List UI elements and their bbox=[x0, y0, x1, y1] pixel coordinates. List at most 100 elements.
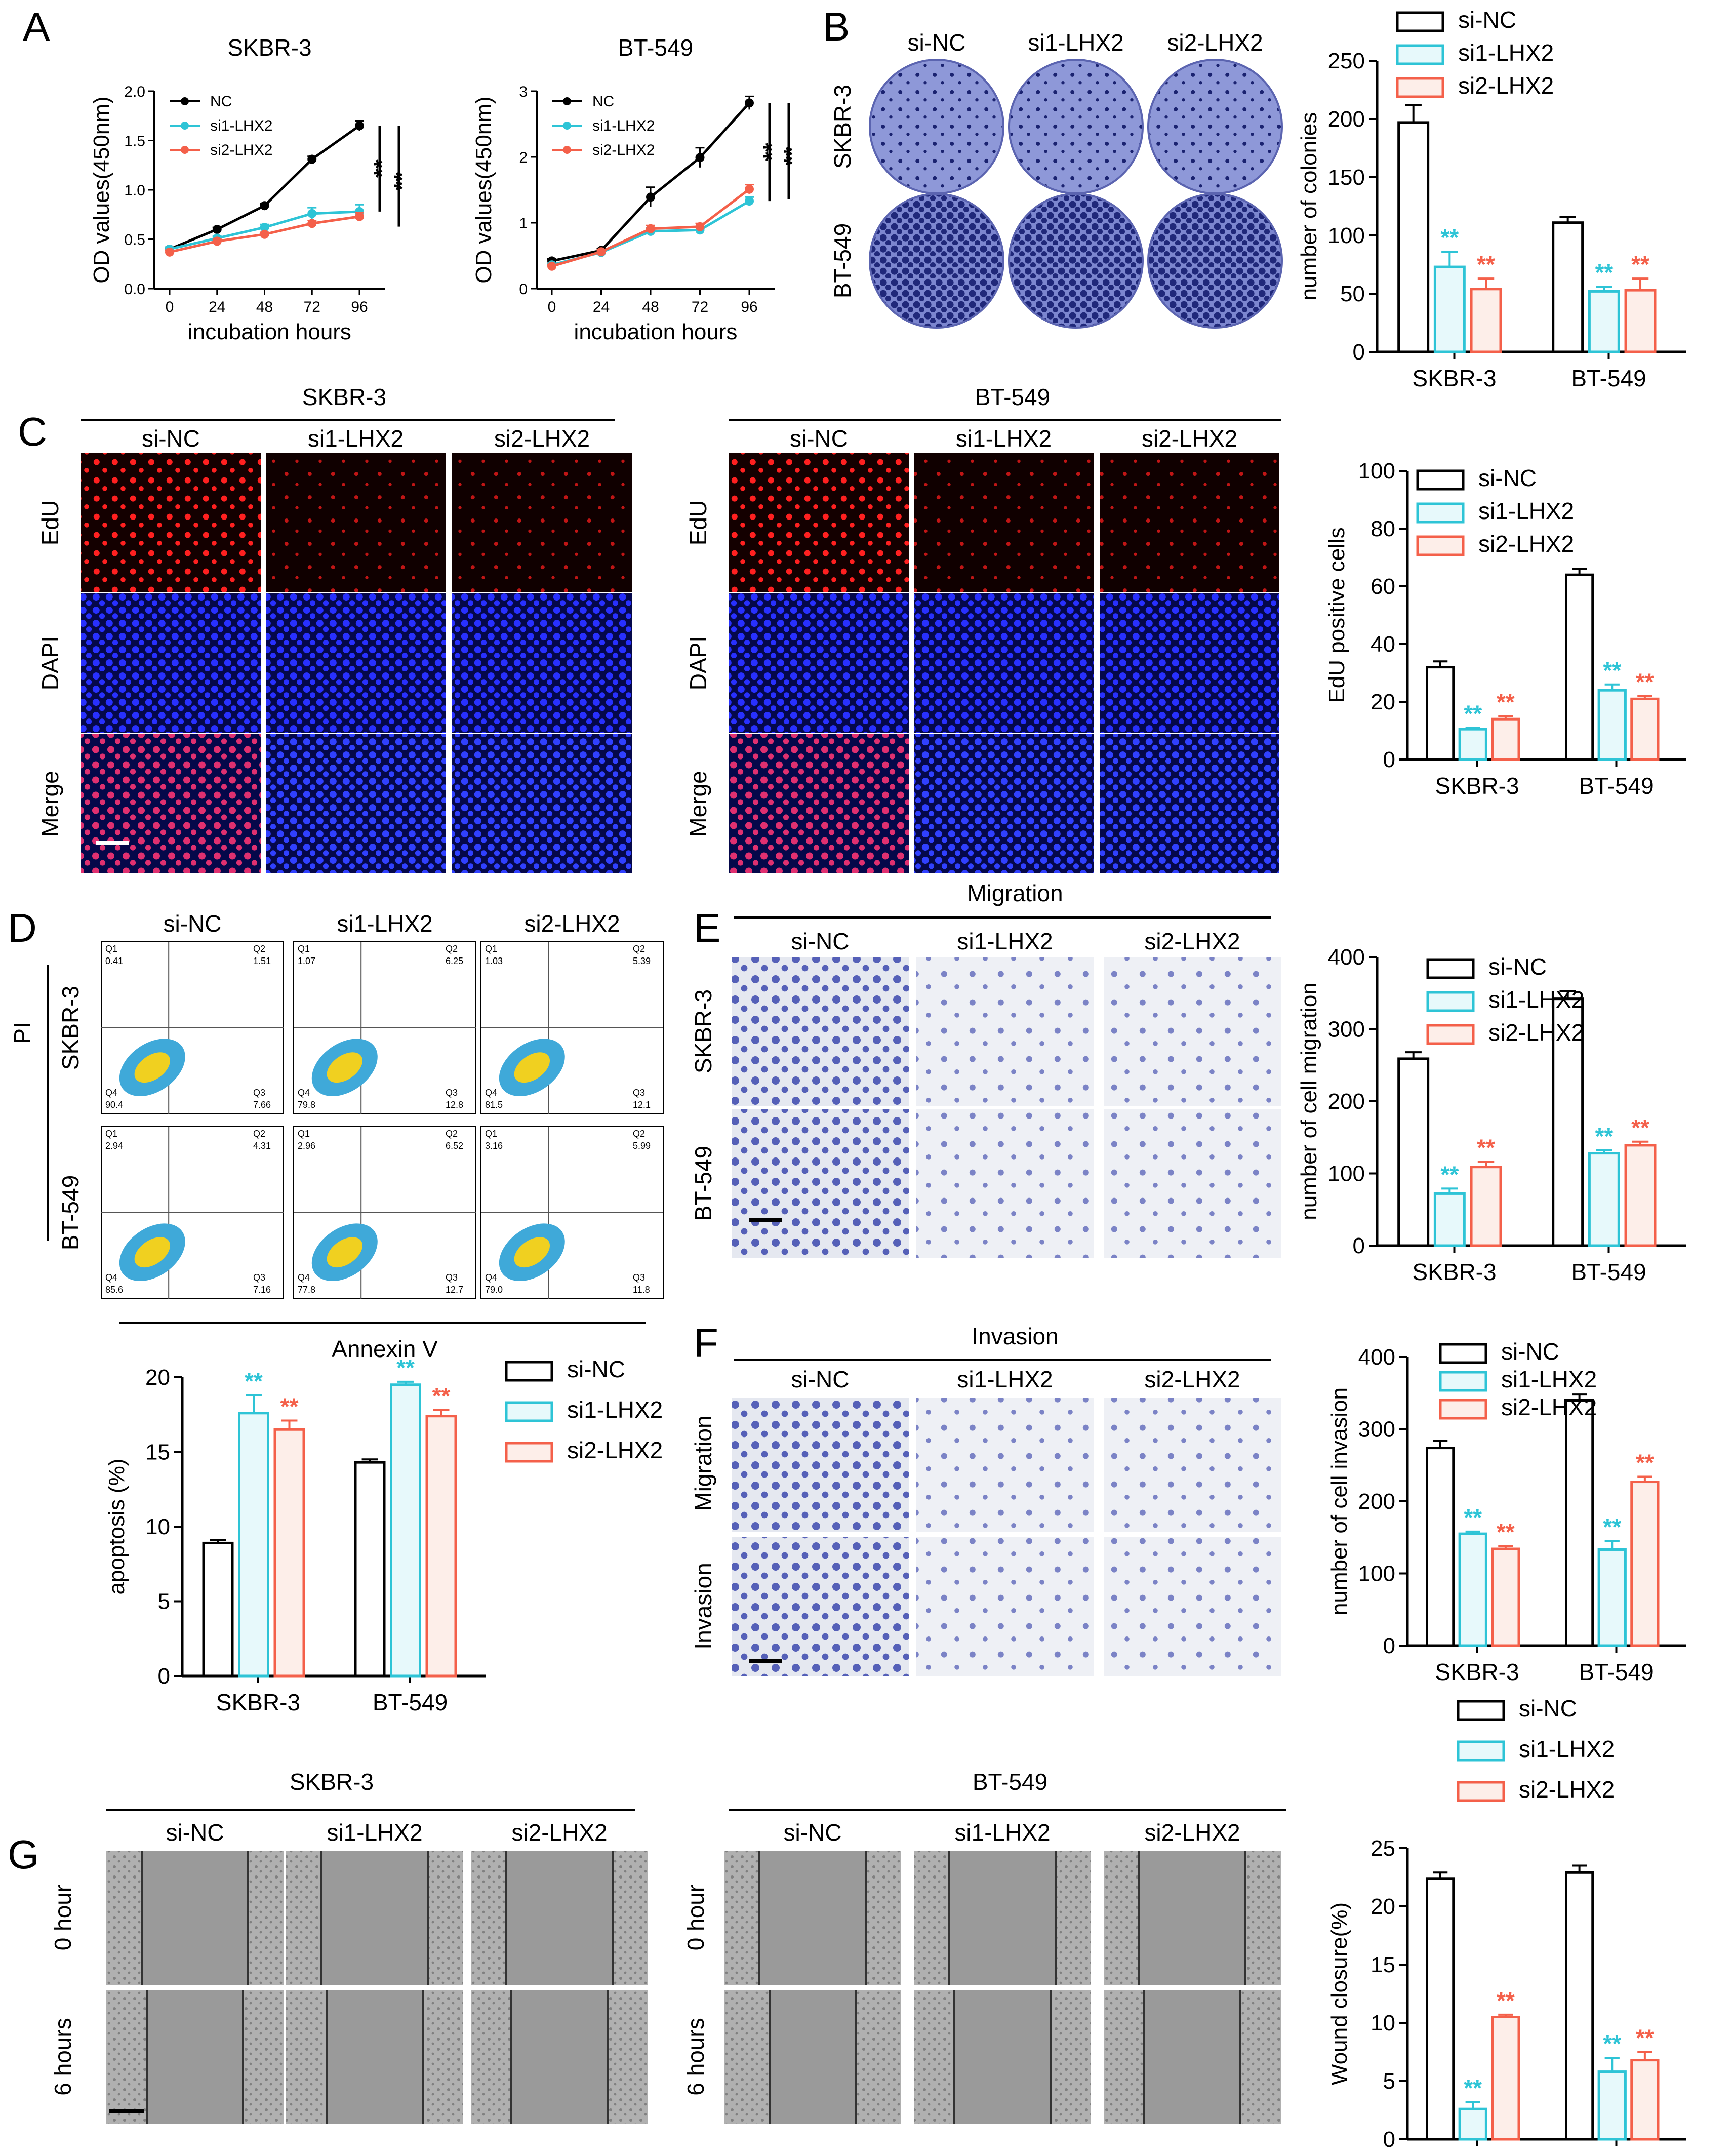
flow-plot-q1: Q1 bbox=[298, 944, 310, 954]
chart-B-bar bbox=[1624, 289, 1657, 353]
flow-plot-q3: Q3 bbox=[633, 1272, 645, 1283]
chart-A-SKBR3-point bbox=[260, 229, 269, 239]
chart-E-xtick-label: SKBR-3 bbox=[1412, 1259, 1496, 1285]
flow-plot-q1: Q1 bbox=[105, 1129, 117, 1139]
chart-F-legend-swatch bbox=[1439, 1399, 1487, 1420]
flow-plot-q4-value: 79.0 bbox=[485, 1285, 503, 1295]
flow-plot-q4: Q4 bbox=[485, 1088, 497, 1098]
chart-D-legend-label: si2-LHX2 bbox=[567, 1437, 663, 1463]
edu-row-label: Merge bbox=[37, 771, 63, 836]
colony-plate bbox=[1008, 59, 1144, 194]
chart-A-BT549-point bbox=[745, 196, 754, 206]
chart-G-xtick-label: BT549 bbox=[1582, 2152, 1651, 2156]
chart-B-bar bbox=[1470, 288, 1502, 353]
flow-plot-q2-value: 5.99 bbox=[633, 1141, 651, 1151]
chart-D-legend-swatch bbox=[505, 1361, 553, 1382]
panel-label-C: C bbox=[18, 409, 47, 454]
chart-E-ytick-label: 400 bbox=[1328, 945, 1365, 970]
chart-B-legend-swatch bbox=[1396, 44, 1444, 65]
merge-image bbox=[914, 734, 1094, 873]
panel-label-B: B bbox=[823, 4, 850, 49]
chart-D-sig-label: ** bbox=[396, 1354, 415, 1381]
chart-G-ytick-label: 0 bbox=[1383, 2127, 1395, 2152]
edu-column-label: si1-LHX2 bbox=[956, 425, 1052, 452]
chart-A-BT549-xtick-label: 24 bbox=[593, 299, 610, 315]
merge-image bbox=[452, 734, 632, 873]
chart-G-bar bbox=[1630, 2059, 1660, 2141]
chart-E-xtick-label: BT-549 bbox=[1571, 1259, 1646, 1285]
chart-D-legend-label: si-NC bbox=[567, 1356, 625, 1382]
chart-B-ytick-label: 100 bbox=[1328, 223, 1365, 248]
invasion-title: Invasion bbox=[972, 1323, 1058, 1349]
chart-G-legend-swatch bbox=[1457, 1700, 1505, 1721]
chart-A-BT549-legend-label: NC bbox=[592, 93, 614, 110]
chart-E-bar bbox=[1588, 1152, 1620, 1247]
chart-G-legend-label: si1-LHX2 bbox=[1519, 1736, 1615, 1762]
wound-image-0h-gap bbox=[506, 1851, 613, 1985]
flow-row-label: BT-549 bbox=[57, 1175, 84, 1250]
chart-A-BT549-point bbox=[745, 184, 754, 194]
chart-G-bar bbox=[1597, 2070, 1627, 2141]
chart-A-SKBR3-xtick-label: 96 bbox=[351, 299, 368, 315]
panel-label-A: A bbox=[23, 4, 50, 49]
chart-B-ytick-label: 200 bbox=[1328, 107, 1365, 132]
chart-F-ytick-label: 300 bbox=[1358, 1417, 1395, 1442]
chart-E-ytick-label: 100 bbox=[1328, 1162, 1365, 1186]
chart-A-SKBR3-ytick-label: 2.0 bbox=[124, 84, 145, 100]
chart-F-bar bbox=[1458, 1532, 1487, 1647]
chart-A-BT549-title: BT-549 bbox=[618, 34, 693, 61]
panel-label-D: D bbox=[8, 905, 37, 950]
flow-plot-q4-value: 79.8 bbox=[298, 1100, 315, 1110]
chart-A-SKBR3-point bbox=[355, 121, 364, 131]
chart-D-bar bbox=[238, 1412, 269, 1678]
chart-F-bar bbox=[1565, 1399, 1594, 1647]
chart-C-bar bbox=[1630, 697, 1660, 761]
flow-plot-q3-value: 7.16 bbox=[253, 1285, 271, 1295]
chart-C-legend-label: si1-LHX2 bbox=[1478, 498, 1574, 524]
chart-B-legend-swatch bbox=[1396, 11, 1444, 32]
chart-G-legend-swatch bbox=[1457, 1781, 1505, 1802]
colony-column-label: si-NC bbox=[908, 29, 966, 56]
chart-E-bar bbox=[1433, 1192, 1466, 1247]
chart-A-BT549-point bbox=[695, 222, 705, 231]
flow-plot-cloud-core bbox=[514, 1052, 550, 1083]
edu-column-label: si2-LHX2 bbox=[1142, 425, 1237, 452]
flow-plot-q1-value: 2.96 bbox=[298, 1141, 315, 1151]
chart-A-SKBR3-point bbox=[165, 247, 174, 257]
edu-row-label: Merge bbox=[685, 771, 711, 836]
invasion-image bbox=[1104, 1537, 1281, 1676]
chart-C-sig-label: ** bbox=[1603, 657, 1621, 684]
merge-image bbox=[1100, 734, 1279, 873]
chart-A-SKBR3-title: SKBR-3 bbox=[227, 34, 311, 61]
wound-column-label: si1-LHX2 bbox=[954, 1819, 1050, 1846]
colony-plate bbox=[1147, 193, 1283, 329]
edu-column-label: si-NC bbox=[790, 425, 848, 452]
wound-image-6h-gap bbox=[147, 1990, 243, 2124]
chart-C-ytick-label: 80 bbox=[1370, 516, 1395, 541]
wound-image-0h-gap bbox=[1139, 1851, 1245, 1985]
chart-E-legend-swatch bbox=[1426, 991, 1475, 1012]
flow-plot-q3-value: 7.66 bbox=[253, 1100, 271, 1110]
invasion-column-label: si-NC bbox=[791, 1366, 850, 1392]
chart-B-ylabel: number of colonies bbox=[1297, 112, 1321, 301]
flow-plot-q2: Q2 bbox=[253, 1129, 265, 1139]
wound-image-0h-gap bbox=[321, 1851, 428, 1985]
flow-axis-annexin: Annexin V bbox=[332, 1336, 438, 1362]
flow-plot-q4: Q4 bbox=[298, 1088, 310, 1098]
chart-A-BT549-legend-marker bbox=[563, 146, 571, 154]
flow-plot-q2-value: 4.31 bbox=[253, 1141, 271, 1151]
chart-D-bar bbox=[273, 1428, 305, 1678]
chart-F-xtick-label: SKBR-3 bbox=[1435, 1659, 1519, 1685]
flow-plot-q3: Q3 bbox=[446, 1272, 458, 1283]
chart-C-ytick-label: 60 bbox=[1370, 574, 1395, 599]
chart-A-BT549-xtick-label: 96 bbox=[741, 299, 757, 315]
invasion-row-label: Migration bbox=[690, 1415, 716, 1511]
flow-plot-q1-value: 3.16 bbox=[485, 1141, 503, 1151]
chart-F-ytick-label: 100 bbox=[1358, 1562, 1395, 1586]
chart-F-ytick-label: 400 bbox=[1358, 1345, 1395, 1370]
chart-B-ytick-label: 250 bbox=[1328, 49, 1365, 73]
chart-F-sig-label: ** bbox=[1636, 1450, 1654, 1476]
chart-A-BT549-point bbox=[646, 192, 655, 202]
chart-C-ytick-label: 0 bbox=[1383, 747, 1395, 772]
migration-image bbox=[1104, 1109, 1281, 1258]
